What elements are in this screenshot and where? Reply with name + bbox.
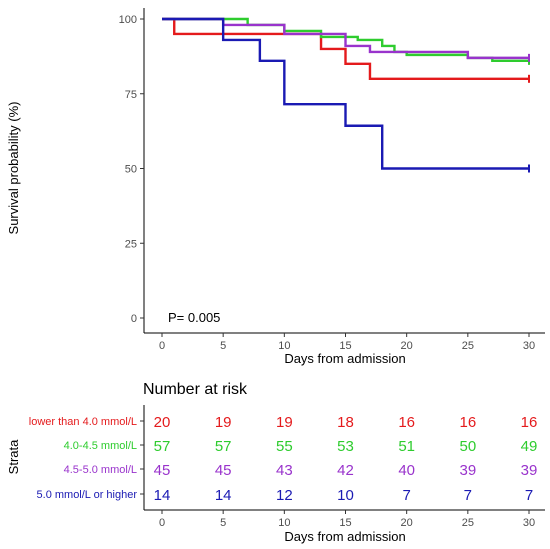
risk-cell: 16 (521, 414, 538, 431)
y-tick-label: 75 (125, 89, 137, 101)
risk-cell: 57 (154, 438, 171, 455)
risk-cell: 7 (525, 487, 533, 504)
strata-axis-label: Strata (6, 439, 21, 474)
p-value-annotation: P= 0.005 (168, 310, 220, 325)
risk-cell: 40 (398, 462, 415, 479)
risk-cell: 39 (521, 462, 538, 479)
risk-cell: 43 (276, 462, 293, 479)
main-plot-ticks: 0 25 50 75 100 0 5 10 15 20 25 30 (119, 14, 535, 352)
risk-cell: 14 (154, 487, 171, 504)
x-tick-label: 10 (278, 340, 290, 352)
risk-table-axes (143, 405, 545, 511)
risk-cell: 57 (215, 438, 232, 455)
risk-cell: 55 (276, 438, 293, 455)
risk-cell: 10 (337, 487, 354, 504)
risk-x-tick-label: 0 (159, 517, 165, 529)
risk-x-tick-label: 15 (339, 517, 351, 529)
risk-x-tick-label: 5 (220, 517, 226, 529)
risk-cell: 16 (398, 414, 415, 431)
y-tick-label: 0 (131, 313, 137, 325)
x-tick-label: 30 (523, 340, 535, 352)
strata-label: 5.0 mmol/L or higher (37, 489, 138, 501)
risk-x-axis-label: Days from admission (284, 529, 405, 544)
y-tick-label: 50 (125, 164, 137, 176)
risk-x-tick-label: 10 (278, 517, 290, 529)
risk-cell: 19 (215, 414, 232, 431)
risk-cell: 20 (154, 414, 171, 431)
x-tick-label: 20 (401, 340, 413, 352)
y-tick-label: 25 (125, 238, 137, 250)
risk-cell: 12 (276, 487, 293, 504)
strata-label: 4.0-4.5 mmol/L (64, 440, 137, 452)
survival-curve-series-4 (162, 17, 529, 170)
risk-table-title: Number at risk (143, 381, 248, 398)
risk-cell: 45 (154, 462, 171, 479)
main-plot-axes (143, 8, 545, 334)
risk-cell: 42 (337, 462, 354, 479)
risk-cell: 45 (215, 462, 232, 479)
survival-curves (162, 17, 530, 173)
risk-cell: 19 (276, 414, 293, 431)
risk-x-tick-label: 20 (401, 517, 413, 529)
x-tick-label: 5 (220, 340, 226, 352)
survival-curve-series-1 (162, 17, 529, 80)
risk-cell: 53 (337, 438, 354, 455)
x-tick-label: 25 (462, 340, 474, 352)
risk-cell: 39 (459, 462, 476, 479)
risk-table-cells: 20 19 19 18 16 16 16 57 57 55 53 51 50 49 45 45 43 42 40 39… (154, 414, 538, 504)
risk-cell: 50 (459, 438, 476, 455)
risk-cell: 7 (402, 487, 410, 504)
strata-label: lower than 4.0 mmol/L (29, 416, 137, 428)
x-tick-label: 0 (159, 340, 165, 352)
y-axis-label: Survival probability (%) (6, 102, 21, 235)
risk-table-ticks: 0 5 10 15 20 25 30 (159, 510, 535, 529)
risk-cell: 49 (521, 438, 538, 455)
risk-cell: 18 (337, 414, 354, 431)
risk-x-tick-label: 25 (462, 517, 474, 529)
x-tick-label: 15 (339, 340, 351, 352)
risk-table-strata-labels: lower than 4.0 mmol/L 4.0-4.5 mmol/L 4.5-5… (29, 416, 144, 501)
risk-cell: 14 (215, 487, 232, 504)
risk-cell: 7 (464, 487, 472, 504)
y-tick-label: 100 (119, 14, 137, 26)
risk-cell: 16 (459, 414, 476, 431)
risk-x-tick-label: 30 (523, 517, 535, 529)
risk-cell: 51 (398, 438, 415, 455)
strata-label: 4.5-5.0 mmol/L (64, 464, 137, 476)
x-axis-label: Days from admission (284, 351, 405, 366)
